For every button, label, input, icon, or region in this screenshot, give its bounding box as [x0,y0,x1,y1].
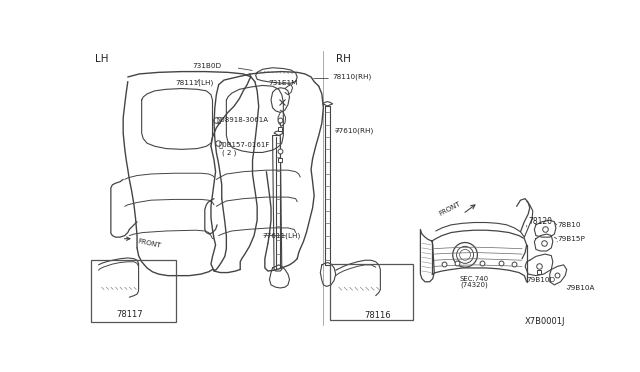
Text: ( 2 ): ( 2 ) [222,149,237,156]
Text: 78117: 78117 [116,310,143,319]
Text: 79B15P: 79B15P [557,236,586,242]
Text: FRONT: FRONT [438,201,461,217]
Text: X7B0001J: X7B0001J [525,317,565,326]
Text: 78110(RH): 78110(RH) [333,74,372,80]
Text: LH: LH [95,54,109,64]
Text: 79B10D: 79B10D [526,277,555,283]
Bar [91,260,175,322]
Text: FRONT: FRONT [137,238,161,249]
Text: 79B10A: 79B10A [566,285,595,291]
Text: ⓝ08918-3061A: ⓝ08918-3061A [216,117,268,124]
Text: RH: RH [336,54,351,64]
Text: 77611(LH): 77611(LH) [262,232,301,239]
Text: (74320): (74320) [460,282,488,288]
Text: SEC.740: SEC.740 [460,276,489,282]
Text: 78120: 78120 [528,217,552,226]
Text: 77610(RH): 77610(RH) [334,128,373,134]
Text: 731E1M: 731E1M [268,80,298,86]
Text: 78116: 78116 [365,311,392,320]
Bar [330,264,413,320]
Text: 78B10: 78B10 [557,222,581,228]
Text: ⓝ0B157-0161F: ⓝ0B157-0161F [219,141,270,148]
Text: 731B0D: 731B0D [193,63,221,69]
Text: 78111(LH): 78111(LH) [175,80,214,86]
